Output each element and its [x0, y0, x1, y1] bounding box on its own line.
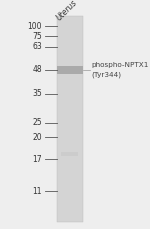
Text: 11: 11 — [33, 187, 42, 196]
Text: 63: 63 — [32, 42, 42, 52]
Text: Uterus: Uterus — [54, 0, 79, 23]
Text: 25: 25 — [32, 118, 42, 127]
Text: (Tyr344): (Tyr344) — [92, 71, 122, 78]
Text: 35: 35 — [32, 89, 42, 98]
Text: phospho-NPTX1: phospho-NPTX1 — [92, 62, 149, 68]
Bar — [61, 152, 78, 156]
Text: 48: 48 — [32, 65, 42, 74]
Text: 100: 100 — [27, 22, 42, 31]
Text: 75: 75 — [32, 32, 42, 41]
Text: 20: 20 — [32, 133, 42, 142]
Bar — [57, 16, 82, 222]
Text: 17: 17 — [32, 155, 42, 164]
Bar — [57, 66, 82, 74]
